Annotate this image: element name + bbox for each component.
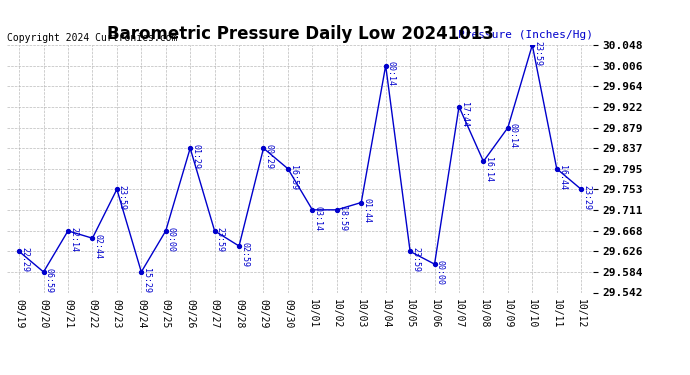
Point <box>136 269 147 275</box>
Point <box>63 228 74 234</box>
Text: 00:14: 00:14 <box>386 62 396 86</box>
Text: 23:59: 23:59 <box>533 41 542 66</box>
Point <box>478 158 489 164</box>
Point <box>233 243 244 249</box>
Text: 18:59: 18:59 <box>338 206 347 231</box>
Text: 06:59: 06:59 <box>45 268 54 293</box>
Text: 01:44: 01:44 <box>362 198 371 223</box>
Point <box>87 235 98 241</box>
Point <box>502 124 513 130</box>
Point <box>429 261 440 267</box>
Point <box>380 63 391 69</box>
Text: 02:59: 02:59 <box>240 242 249 267</box>
Text: 22:14: 22:14 <box>69 227 78 252</box>
Point <box>453 104 464 110</box>
Point <box>14 248 25 254</box>
Text: 16:44: 16:44 <box>558 165 566 190</box>
Point <box>356 200 367 206</box>
Text: 17:44: 17:44 <box>460 102 469 128</box>
Text: 23:59: 23:59 <box>118 185 127 210</box>
Text: 15:29: 15:29 <box>142 268 151 293</box>
Point <box>258 145 269 151</box>
Point <box>282 166 293 172</box>
Text: 00:00: 00:00 <box>167 227 176 252</box>
Point <box>575 186 586 192</box>
Point <box>111 186 122 192</box>
Text: Copyright 2024 Curtronics.com: Copyright 2024 Curtronics.com <box>7 33 177 42</box>
Text: 03:14: 03:14 <box>313 206 322 231</box>
Point <box>404 248 415 254</box>
Text: 16:59: 16:59 <box>289 165 298 190</box>
Text: 23:59: 23:59 <box>411 247 420 272</box>
Text: 00:29: 00:29 <box>264 144 273 169</box>
Point <box>307 207 318 213</box>
Point <box>160 228 171 234</box>
Text: 23:59: 23:59 <box>216 227 225 252</box>
Text: 23:29: 23:29 <box>582 185 591 210</box>
Point <box>209 228 220 234</box>
Point <box>185 145 196 151</box>
Text: 16:14: 16:14 <box>484 157 493 182</box>
Point <box>38 269 49 275</box>
Text: 02:44: 02:44 <box>93 234 103 259</box>
Text: 00:14: 00:14 <box>509 123 518 148</box>
Text: 00:00: 00:00 <box>435 260 444 285</box>
Text: 22:29: 22:29 <box>20 247 29 272</box>
Point <box>526 42 538 48</box>
Point <box>331 207 342 213</box>
Text: 01:29: 01:29 <box>191 144 200 169</box>
Point <box>551 166 562 172</box>
Title: Barometric Pressure Daily Low 20241013: Barometric Pressure Daily Low 20241013 <box>107 26 493 44</box>
Text: Pressure (Inches/Hg): Pressure (Inches/Hg) <box>458 30 593 40</box>
